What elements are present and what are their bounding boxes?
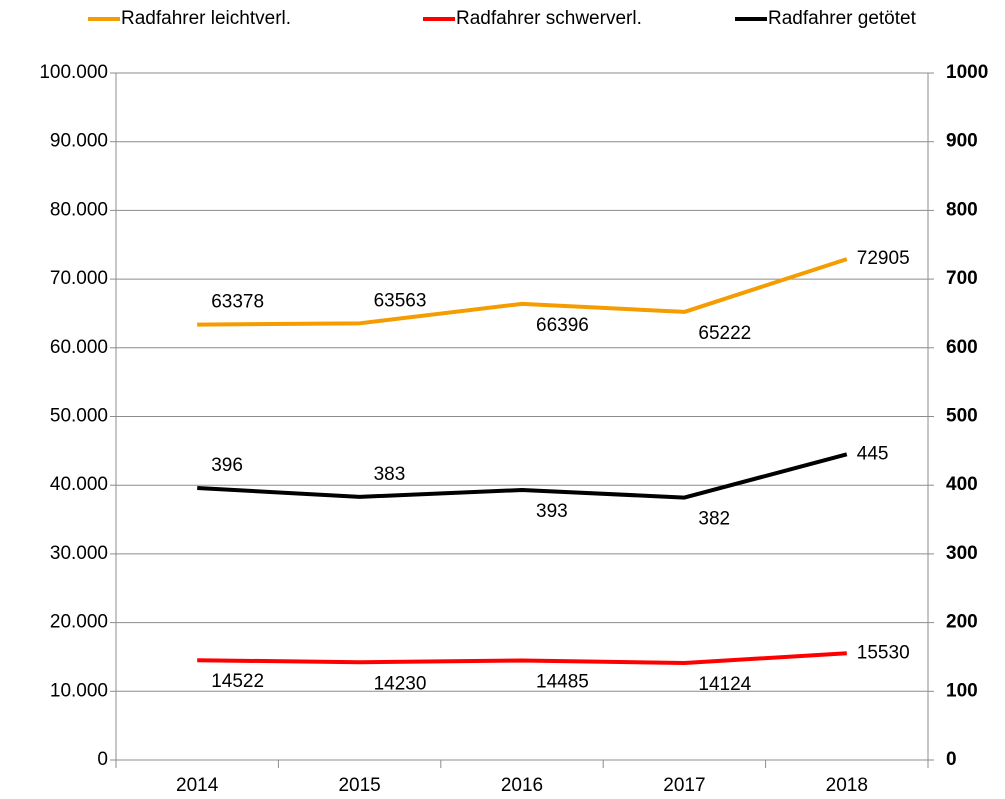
- y2-tick-label: 300: [946, 543, 978, 564]
- y2-tick-label: 1000: [946, 62, 988, 83]
- x-tick-label: 2018: [826, 775, 868, 796]
- y2-tick-label: 500: [946, 406, 978, 427]
- data-label: 382: [698, 509, 730, 530]
- x-tick-label: 2015: [338, 775, 380, 796]
- data-label: 15530: [857, 642, 910, 663]
- y-tick-label: 70.000: [50, 268, 108, 289]
- y-tick-label: 40.000: [50, 474, 108, 495]
- x-tick-label: 2016: [501, 775, 543, 796]
- data-label: 65222: [698, 323, 751, 344]
- y2-tick-label: 100: [946, 680, 978, 701]
- y2-tick-label: 0: [946, 749, 957, 770]
- data-label: 14485: [536, 672, 589, 693]
- y2-tick-label: 800: [946, 199, 978, 220]
- series-line: [197, 452, 848, 500]
- data-label: 14124: [698, 674, 751, 695]
- data-label: 63378: [211, 292, 264, 313]
- series-line: [197, 651, 847, 665]
- y-tick-label: 90.000: [50, 131, 108, 152]
- data-label: 383: [374, 464, 406, 485]
- series-line: [197, 257, 848, 327]
- y2-tick-label: 200: [946, 612, 978, 633]
- data-label: 14230: [374, 673, 427, 694]
- data-label: 393: [536, 501, 568, 522]
- data-label: 14522: [211, 671, 264, 692]
- x-tick-label: 2014: [176, 775, 219, 796]
- legend-label: Radfahrer schwerverl.: [456, 8, 642, 29]
- y2-tick-label: 600: [946, 337, 978, 358]
- data-label: 63563: [374, 290, 427, 311]
- data-label: 396: [211, 455, 243, 476]
- y-tick-label: 20.000: [50, 612, 108, 633]
- y2-tick-label: 900: [946, 131, 978, 152]
- y-tick-label: 80.000: [50, 199, 108, 220]
- legend-label: Radfahrer leichtverl.: [121, 8, 291, 29]
- y-tick-label: 0: [97, 749, 108, 770]
- x-tick-label: 2017: [663, 775, 705, 796]
- legend-label: Radfahrer getötet: [768, 8, 917, 29]
- y-tick-label: 100.000: [39, 62, 108, 83]
- y-tick-label: 10.000: [50, 680, 108, 701]
- data-label: 72905: [857, 248, 910, 269]
- y2-tick-label: 400: [946, 474, 978, 495]
- y-tick-label: 30.000: [50, 543, 108, 564]
- y2-tick-label: 700: [946, 268, 978, 289]
- data-label: 66396: [536, 315, 589, 336]
- data-label: 445: [857, 443, 889, 464]
- y-tick-label: 50.000: [50, 406, 108, 427]
- y-tick-label: 60.000: [50, 337, 108, 358]
